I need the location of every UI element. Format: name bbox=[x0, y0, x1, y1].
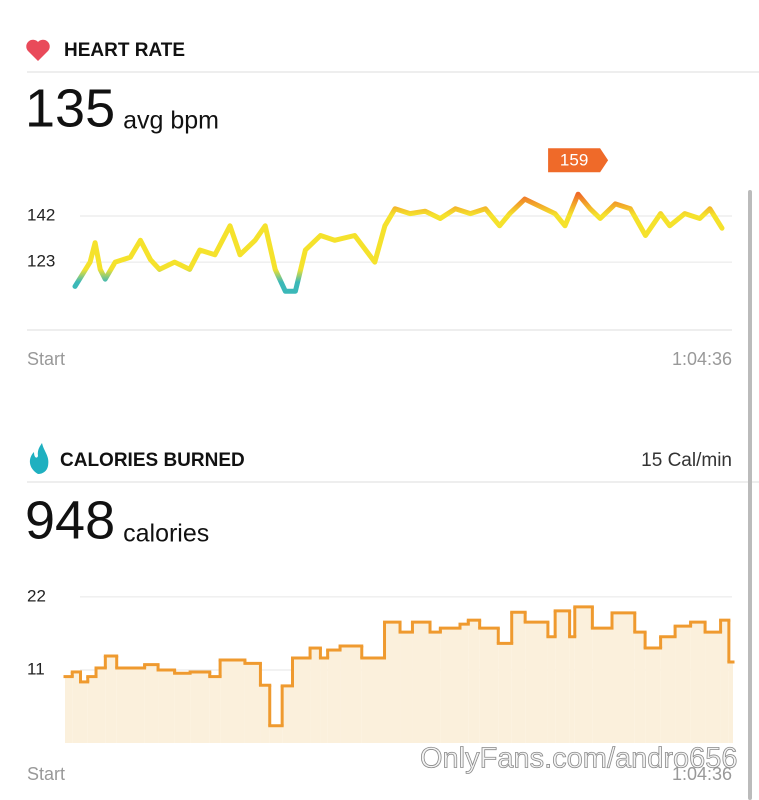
area-step bbox=[292, 658, 311, 743]
area-step bbox=[660, 636, 676, 743]
area-step bbox=[645, 648, 661, 743]
area-step bbox=[468, 620, 480, 743]
x-tick-label: Start bbox=[27, 349, 65, 369]
area-step bbox=[440, 628, 461, 743]
area-step bbox=[310, 648, 321, 743]
area-step bbox=[72, 671, 81, 743]
area-step bbox=[260, 685, 270, 743]
peak-label: 159 bbox=[560, 151, 588, 170]
area-step bbox=[592, 628, 613, 743]
heart-icon bbox=[26, 39, 50, 61]
area-step bbox=[244, 663, 261, 743]
area-step bbox=[634, 632, 646, 743]
area-step bbox=[158, 669, 175, 743]
area-step bbox=[190, 671, 210, 743]
area-step bbox=[320, 658, 328, 743]
area-step bbox=[612, 612, 635, 743]
summary-unit: avg bpm bbox=[123, 107, 219, 135]
area-step bbox=[96, 667, 106, 743]
area-step bbox=[340, 646, 362, 743]
area-step bbox=[430, 632, 441, 743]
peak-tooltip bbox=[548, 148, 609, 173]
area-step bbox=[574, 606, 593, 743]
area-step bbox=[174, 673, 191, 743]
y-tick-label: 142 bbox=[27, 206, 55, 225]
area-step bbox=[65, 676, 73, 743]
area-step bbox=[209, 676, 221, 743]
area-step bbox=[105, 656, 117, 743]
area-step bbox=[412, 622, 431, 743]
area-step bbox=[511, 612, 526, 743]
area-step bbox=[361, 658, 385, 743]
rate-label: 15 Cal/min bbox=[641, 450, 732, 471]
area-step bbox=[80, 681, 88, 743]
area-step bbox=[547, 636, 556, 743]
area-step bbox=[720, 620, 729, 743]
flame-icon bbox=[29, 443, 49, 474]
area-step bbox=[460, 624, 469, 743]
x-tick-label: 1:04:36 bbox=[672, 764, 732, 784]
area-step bbox=[327, 650, 341, 743]
y-tick-label: 123 bbox=[27, 252, 55, 271]
area-step bbox=[690, 622, 706, 743]
area-step bbox=[144, 664, 159, 743]
charts: 123 142 Start 1:04:36 159 11 22 Start 1:04:36 bbox=[27, 148, 735, 784]
summary-value: 135 bbox=[25, 78, 115, 138]
area-step bbox=[116, 667, 145, 743]
area-step bbox=[400, 632, 413, 743]
area-step bbox=[525, 622, 548, 743]
area-step bbox=[384, 622, 401, 743]
area-step bbox=[675, 626, 691, 743]
x-tick-label: Start bbox=[27, 764, 65, 784]
summary-unit: calories bbox=[123, 520, 209, 548]
section-title: HEART RATE bbox=[64, 40, 185, 61]
calorie-steps bbox=[63, 605, 735, 743]
area-step bbox=[705, 632, 721, 743]
area-step bbox=[269, 725, 283, 743]
area-step bbox=[569, 636, 575, 743]
area-step bbox=[555, 610, 570, 743]
area-step bbox=[282, 685, 293, 743]
section-title: CALORIES BURNED bbox=[60, 450, 245, 471]
watermark: OnlyFans.com/andro656 bbox=[420, 743, 738, 775]
y-tick-label: 22 bbox=[27, 586, 46, 605]
summary-value: 948 bbox=[25, 490, 115, 550]
area-step bbox=[728, 661, 733, 743]
x-tick-label: 1:04:36 bbox=[672, 349, 732, 369]
scrollbar bbox=[748, 190, 752, 800]
area-step bbox=[498, 643, 512, 743]
y-tick-label: 11 bbox=[27, 659, 45, 678]
heart-rate-line bbox=[72, 191, 725, 294]
area-step bbox=[479, 628, 499, 743]
area-step bbox=[87, 676, 97, 743]
area-step bbox=[220, 660, 245, 743]
